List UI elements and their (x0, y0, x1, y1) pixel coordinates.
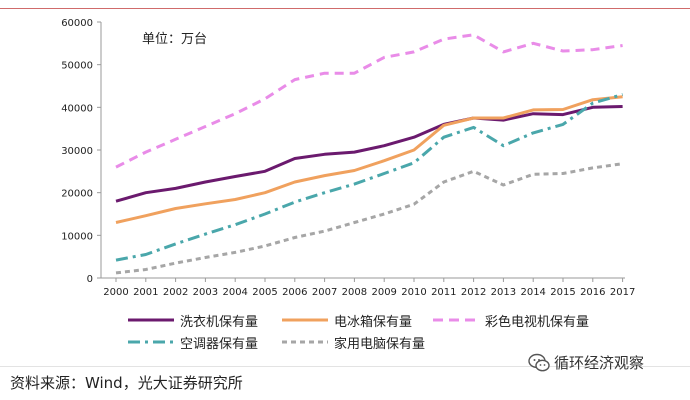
x-tick-label: 2001 (133, 287, 158, 298)
x-tick-label: 2016 (580, 287, 605, 298)
x-tick-label: 2010 (401, 287, 426, 298)
y-tick-label: 40000 (61, 103, 93, 114)
series-line-1 (115, 95, 623, 224)
legend-item-fridge: 电冰箱保有量 (282, 311, 413, 330)
series-line-2 (115, 33, 623, 169)
series-line-3 (115, 93, 624, 262)
brand-watermark: 循环经济观察 (528, 352, 644, 373)
y-tick-label: 10000 (61, 231, 93, 242)
x-tick-label: 2006 (282, 287, 307, 298)
source-note: 资料来源：Wind，光大证券研究所 (10, 374, 243, 392)
x-tick-label: 2011 (431, 287, 456, 298)
legend-item-ac: 空调器保有量 (128, 333, 259, 352)
x-tick-label: 2008 (342, 287, 367, 298)
y-tick-label: 60000 (61, 18, 93, 29)
series-line-0 (115, 105, 623, 203)
x-tick-label: 2017 (610, 287, 635, 298)
legend-label: 家用电脑保有量 (334, 336, 426, 352)
x-tick-label: 2015 (550, 287, 575, 298)
legend-label: 电冰箱保有量 (334, 314, 413, 330)
legend-label: 空调器保有量 (180, 336, 259, 352)
x-tick-label: 2007 (312, 287, 337, 298)
x-tick-label: 2005 (252, 287, 277, 298)
line-chart: 0 10000 20000 30000 40000 50000 60000 2000 2001 2… (61, 18, 635, 298)
header-rule (0, 8, 690, 9)
y-tick-label: 30000 (61, 146, 93, 157)
x-tick-label: 2000 (103, 287, 128, 298)
x-tick-label: 2003 (193, 287, 218, 298)
y-tick-label: 20000 (61, 189, 93, 200)
x-tick-label: 2013 (491, 287, 516, 298)
unit-label: 单位：万台 (142, 32, 208, 47)
legend-item-tv: 彩色电视机保有量 (433, 311, 590, 330)
legend-item-pc: 家用电脑保有量 (282, 333, 426, 352)
brand-name: 循环经济观察 (554, 354, 645, 372)
x-tick-label: 2004 (222, 287, 247, 298)
x-tick-label: 2012 (461, 287, 486, 298)
wechat-icon (528, 353, 550, 371)
x-tick-label: 2009 (371, 287, 396, 298)
legend-label: 彩色电视机保有量 (485, 314, 590, 330)
series-line-4 (115, 162, 623, 275)
legend-label: 洗衣机保有量 (180, 314, 259, 330)
footer-divider (0, 366, 690, 367)
y-tick-label: 0 (87, 274, 93, 285)
x-tick-label: 2014 (520, 287, 545, 298)
y-tick-label: 50000 (61, 61, 93, 72)
legend-item-washer: 洗衣机保有量 (128, 311, 259, 330)
x-tick-label: 2002 (163, 287, 188, 298)
